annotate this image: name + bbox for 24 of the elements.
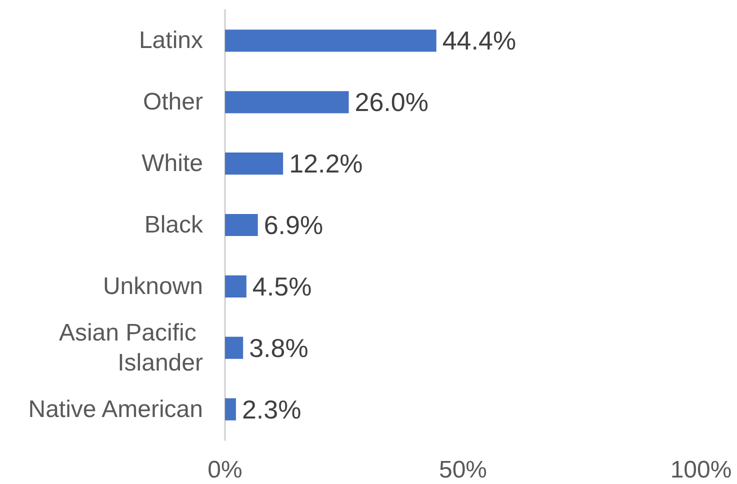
y-tick-label: White <box>142 150 203 178</box>
data-label: 44.4% <box>442 26 516 56</box>
data-label: 6.9% <box>264 210 324 240</box>
data-label: 2.3% <box>242 394 302 424</box>
bar <box>225 30 436 52</box>
data-label: 3.8% <box>249 332 308 363</box>
bar <box>225 398 236 420</box>
y-tick-label: Latinx <box>138 27 203 54</box>
x-tick-label: 50% <box>438 456 488 484</box>
x-tick-label: 100% <box>670 456 732 484</box>
bar <box>225 152 284 175</box>
data-label: 12.2% <box>289 148 363 179</box>
data-label: 26.0% <box>354 87 428 118</box>
bar <box>225 336 244 359</box>
x-tick-label: 0% <box>208 456 242 484</box>
data-label: 4.5% <box>252 271 312 302</box>
y-tick-label: Native American <box>28 396 203 423</box>
y-tick-label: Black <box>144 212 204 238</box>
y-tick-label: Other <box>142 88 203 116</box>
bar <box>225 275 246 298</box>
bar <box>225 91 349 114</box>
bar <box>225 214 258 236</box>
y-tick-label: Asian Pacific Islander <box>58 319 203 376</box>
y-tick-label: Unknown <box>102 272 203 300</box>
